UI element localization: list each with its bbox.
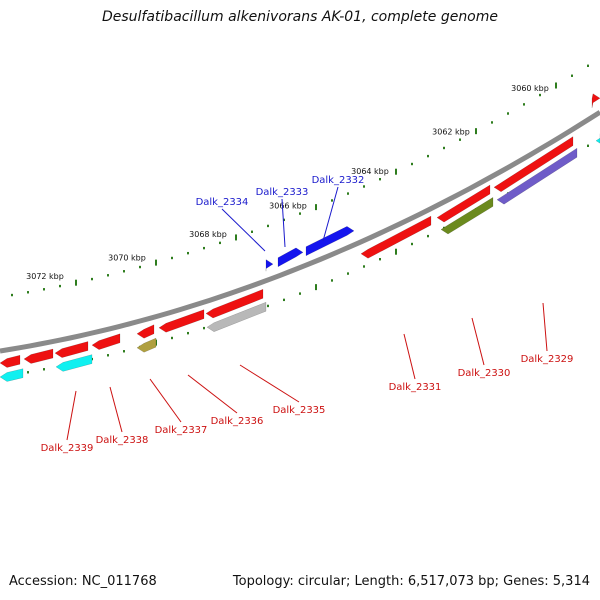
gene-arrow-reverse bbox=[360, 215, 432, 259]
gene-arrow-reverse bbox=[0, 354, 21, 368]
gene-arrow-reverse bbox=[493, 136, 574, 193]
gene-arrow-reverse bbox=[23, 348, 54, 364]
genome-title: Desulfatibacillum alkenivorans AK-01, co… bbox=[101, 9, 499, 25]
scale-label: 3072 kbp bbox=[26, 272, 64, 281]
gene-leader-line bbox=[403, 333, 416, 380]
scale-label: 3062 kbp bbox=[432, 127, 470, 136]
genome-summary-text: Topology: circular; Length: 6,517,073 bp… bbox=[232, 574, 590, 589]
gene-arrow-reverse bbox=[91, 333, 121, 350]
scale-label: 3068 kbp bbox=[189, 230, 227, 239]
gene-leader-line bbox=[471, 317, 485, 366]
gene-feature-box bbox=[55, 354, 93, 372]
gene-feature-box bbox=[206, 301, 267, 332]
scale-label: 3060 kbp bbox=[511, 84, 549, 93]
gene-label: Dalk_2330 bbox=[458, 368, 511, 379]
accession-text: Accession: NC_011768 bbox=[9, 574, 157, 589]
gene-label: Dalk_2335 bbox=[273, 405, 326, 416]
gene-feature-box bbox=[440, 196, 494, 235]
scale-label: 3066 kbp bbox=[269, 201, 307, 210]
gene-leader-line bbox=[187, 374, 238, 414]
genome-backbone bbox=[0, 110, 600, 354]
gene-label: Dalk_2331 bbox=[389, 382, 442, 393]
gene-label: Dalk_2329 bbox=[521, 354, 574, 365]
gene-arrow-forward bbox=[305, 226, 355, 257]
gene-arrow-forward bbox=[277, 247, 304, 268]
gene-label: Dalk_2338 bbox=[96, 435, 149, 446]
gene-leader-line bbox=[109, 386, 123, 433]
gene-arrow-reverse bbox=[136, 324, 155, 339]
gene-label: Dalk_2337 bbox=[155, 425, 208, 436]
scale-label: 3070 kbp bbox=[108, 253, 146, 262]
gene-leader-line bbox=[149, 378, 182, 423]
gene-label: Dalk_2339 bbox=[41, 443, 94, 454]
gene-label: Dalk_2332 bbox=[312, 175, 365, 186]
scale-label: 3064 kbp bbox=[351, 167, 389, 176]
gene-leader-line bbox=[542, 302, 548, 352]
gene-leader-line bbox=[239, 364, 300, 403]
gene-feature-box bbox=[595, 133, 600, 144]
gene-feature-box bbox=[136, 337, 157, 353]
gene-arrow-reverse bbox=[205, 288, 264, 319]
gene-feature-box bbox=[0, 368, 24, 382]
gene-arrow-forward bbox=[591, 93, 600, 108]
gene-label: Dalk_2333 bbox=[256, 187, 309, 198]
gene-arrow-forward bbox=[265, 259, 274, 272]
gene-leader-line bbox=[281, 198, 286, 248]
gene-arrow-reverse bbox=[436, 184, 491, 223]
gene-leader-line bbox=[322, 186, 339, 242]
scale-ruler: 3060 kbp 3062 kbp 3064 kbp 3066 kbp 3068 kbp… bbox=[26, 84, 549, 281]
gene-leader-line bbox=[66, 390, 77, 441]
gene-arrow-reverse bbox=[158, 309, 205, 333]
gene-features bbox=[0, 93, 600, 382]
gene-leader-line bbox=[221, 208, 266, 252]
gene-arrow-reverse bbox=[54, 341, 89, 358]
gene-label: Dalk_2336 bbox=[211, 416, 264, 427]
gene-label: Dalk_2334 bbox=[196, 197, 249, 208]
gene-feature-box bbox=[496, 147, 578, 205]
